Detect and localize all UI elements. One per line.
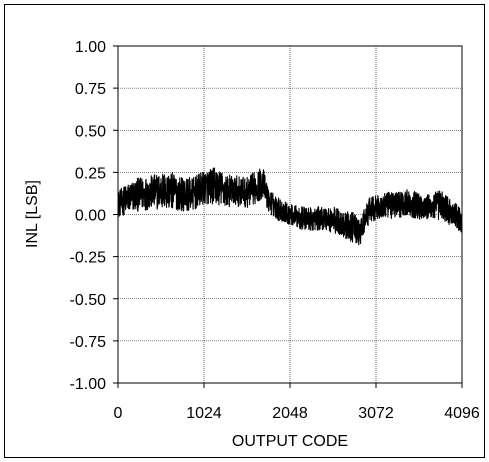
- y-tick-label: 0.00: [75, 208, 106, 225]
- y-tick-label: -0.25: [70, 250, 107, 267]
- y-tick-label: -0.50: [70, 292, 107, 309]
- y-tick-label: -1.00: [70, 376, 107, 393]
- x-axis-ticks: 0 1024 2048 3072 4096: [114, 383, 480, 422]
- y-tick-label: 1.00: [75, 39, 106, 56]
- y-tick-label: -0.75: [70, 334, 107, 351]
- x-tick-label: 3072: [358, 405, 394, 422]
- x-tick-label: 2048: [272, 405, 308, 422]
- series-layer: [117, 167, 463, 246]
- inl-series-line: [117, 167, 463, 246]
- y-axis-title: INL [LSB]: [24, 180, 41, 248]
- y-tick-label: 0.50: [75, 123, 106, 140]
- x-tick-label: 4096: [444, 405, 480, 422]
- x-tick-label: 0: [114, 405, 123, 422]
- y-tick-label: 0.25: [75, 165, 106, 182]
- y-axis-ticks: 1.00 0.75 0.50 0.25 0.00 -0.25 -0.50 -0.75 -1.00: [70, 39, 118, 393]
- x-axis-title: OUTPUT CODE: [232, 433, 348, 450]
- y-tick-label: 0.75: [75, 81, 106, 98]
- x-tick-label: 1024: [186, 405, 222, 422]
